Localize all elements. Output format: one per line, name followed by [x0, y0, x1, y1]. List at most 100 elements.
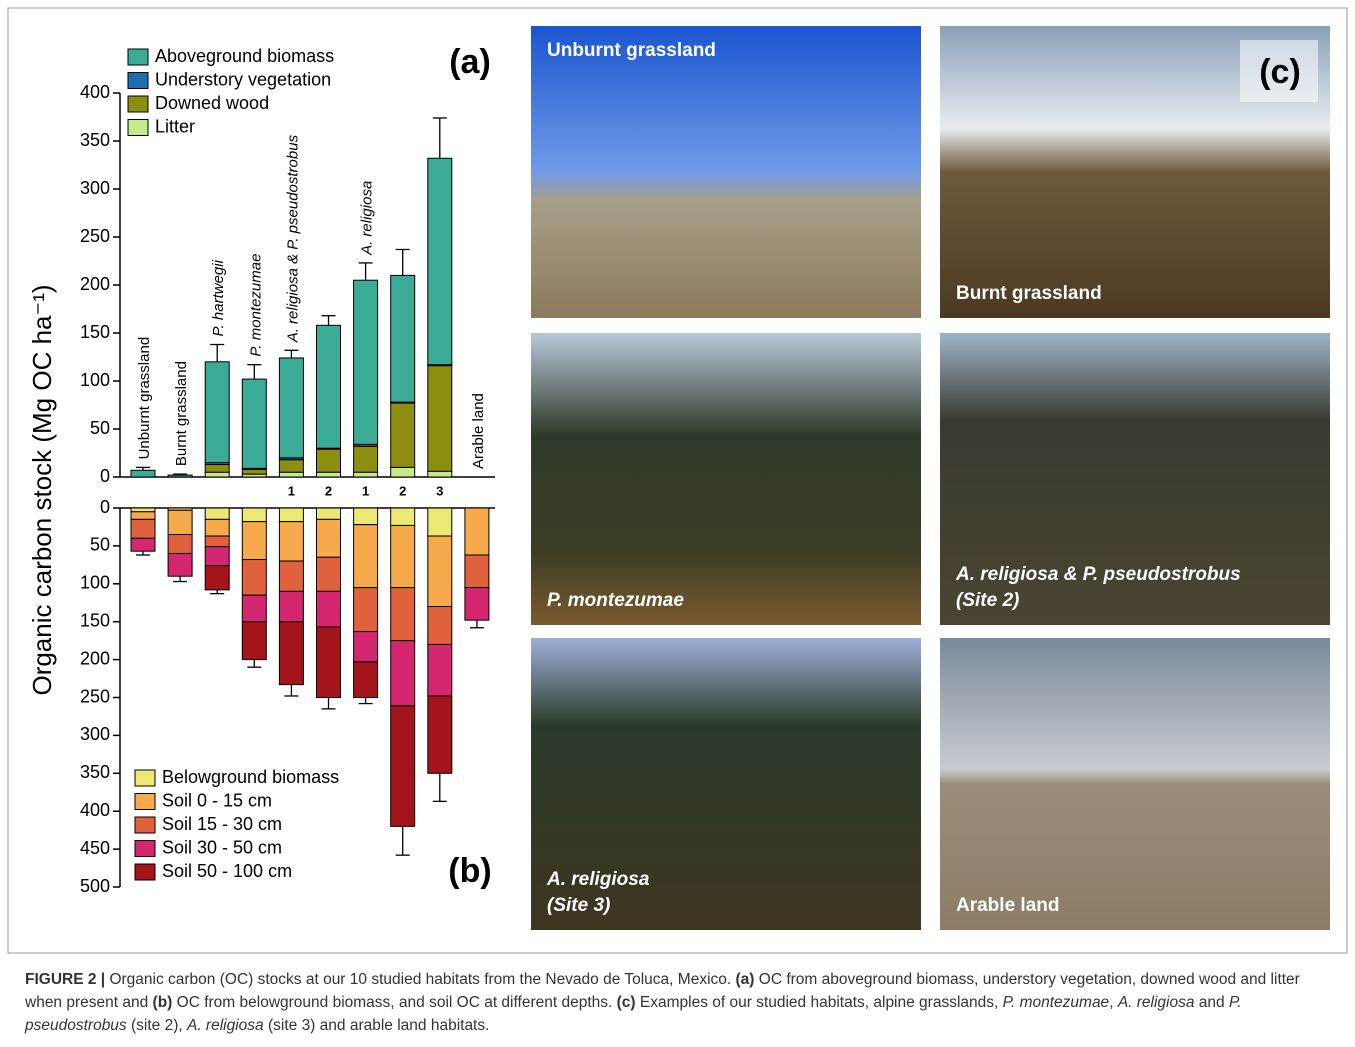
- bar-segment: [279, 561, 303, 591]
- legend-swatch: [128, 73, 148, 89]
- bar-segment: [131, 519, 155, 538]
- error-bar: [322, 698, 336, 709]
- bar-segment: [428, 696, 452, 773]
- site-label: 2: [325, 483, 332, 498]
- bar-segment: [465, 588, 489, 621]
- bar-segment: [391, 641, 415, 706]
- y-tick-label: 200: [80, 648, 110, 668]
- y-tick-label: 250: [80, 226, 110, 246]
- bar-segment: [205, 362, 229, 463]
- bar-segment: [279, 472, 303, 477]
- legend-label: Soil 30 - 50 cm: [162, 837, 282, 857]
- bar-segment: [354, 525, 378, 588]
- bar-segment: [317, 519, 341, 557]
- y-tick-label: 200: [80, 274, 110, 294]
- bar-segment: [354, 508, 378, 525]
- legend-swatch: [135, 841, 155, 857]
- legend-swatch: [128, 49, 148, 65]
- bar-segment: [279, 522, 303, 561]
- legend-swatch: [135, 817, 155, 833]
- category-label: A. religiosa & P. pseudostrobus: [284, 134, 301, 343]
- legend-label: Aboveground biomass: [155, 46, 334, 66]
- caption-text: ,: [1109, 994, 1118, 1011]
- site-label: 1: [362, 483, 369, 498]
- site-label: 1: [288, 483, 295, 498]
- bar-segment: [279, 460, 303, 472]
- y-tick-label: 100: [80, 573, 110, 593]
- legend-label: Litter: [155, 116, 195, 136]
- caption-text: P. montezumae: [1003, 994, 1110, 1011]
- bar-segment: [168, 553, 192, 576]
- legend-label: Belowground biomass: [162, 767, 339, 787]
- bar-segment: [242, 622, 266, 660]
- bar-segment: [168, 510, 192, 534]
- y-tick-label: 0: [100, 497, 110, 517]
- category-label: Unburnt grassland: [136, 337, 153, 460]
- y-tick-label: 150: [80, 610, 110, 630]
- bar-segment: [168, 535, 192, 554]
- y-tick-label: 500: [80, 876, 110, 896]
- y-axis-title: Organic carbon stock (Mg OC ha⁻¹): [27, 284, 57, 695]
- bar-segment: [428, 366, 452, 472]
- legend-label: Soil 0 - 15 cm: [162, 790, 272, 810]
- bar-segment: [205, 547, 229, 566]
- bar-segment: [354, 588, 378, 632]
- legend-label: Understory vegetation: [155, 69, 331, 89]
- legend-swatch: [135, 770, 155, 786]
- panel-label: (b): [448, 852, 491, 890]
- bar-segment: [428, 508, 452, 536]
- error-bar: [433, 118, 447, 158]
- bar-segment: [391, 467, 415, 477]
- photo-panel: Unburnt grasslandBurnt grasslandP. monte…: [531, 26, 1330, 930]
- bar-segment: [279, 358, 303, 458]
- y-tick-label: 250: [80, 686, 110, 706]
- bar-segment: [317, 449, 341, 472]
- y-tick-label: 400: [80, 800, 110, 820]
- legend-label: Soil 50 - 100 cm: [162, 861, 292, 881]
- bar-segment: [242, 379, 266, 468]
- category-label: Burnt grassland: [173, 361, 190, 466]
- photo-label: A. religiosa: [546, 869, 650, 890]
- y-tick-label: 450: [80, 838, 110, 858]
- bar-segment: [131, 508, 155, 512]
- bar-segment: [465, 508, 489, 555]
- error-bar: [359, 263, 373, 280]
- error-bar: [136, 551, 150, 555]
- caption-text: A. religiosa: [1118, 994, 1195, 1011]
- category-label: P. hartwegii: [210, 259, 227, 336]
- photo-label: A. religiosa & P. pseudostrobus: [955, 564, 1241, 585]
- bar-segment: [354, 280, 378, 444]
- photo-label: Burnt grassland: [956, 283, 1102, 304]
- figure: (a) (b) Organic carbon stock (Mg OC ha⁻¹…: [0, 0, 1355, 1047]
- bar-segment: [354, 472, 378, 477]
- bar-segment: [428, 536, 452, 606]
- error-bar: [247, 660, 261, 668]
- caption-text: (site 3) and arable land habitats.: [264, 1017, 490, 1034]
- caption-text: OC from belowground biomass, and soil OC…: [172, 994, 616, 1011]
- caption-text: (b): [153, 994, 173, 1011]
- caption-text: Examples of our studied habitats, alpine…: [636, 994, 1003, 1011]
- bar-segment: [205, 472, 229, 477]
- error-bar: [396, 249, 410, 275]
- legend-label: Downed wood: [155, 93, 269, 113]
- bar-segment: [242, 508, 266, 522]
- error-bar: [322, 316, 336, 326]
- bar-segment: [354, 662, 378, 698]
- category-label: Arable land: [470, 393, 487, 469]
- bar-segment: [354, 632, 378, 662]
- legend-swatch: [135, 794, 155, 810]
- bar-segment: [205, 536, 229, 547]
- bar-segment: [242, 560, 266, 596]
- bar-segment: [317, 627, 341, 697]
- bar-segment: [131, 470, 155, 477]
- y-tick-label: 150: [80, 322, 110, 342]
- bar-segment: [465, 555, 489, 588]
- bar-segment: [317, 472, 341, 477]
- bar-segment: [317, 591, 341, 627]
- photo-label: Arable land: [956, 895, 1059, 916]
- photo-label: Unburnt grassland: [547, 40, 716, 61]
- bar-segment: [391, 588, 415, 641]
- bar-segment: [428, 644, 452, 696]
- bar-segment: [428, 607, 452, 645]
- y-tick-label: 50: [90, 535, 110, 555]
